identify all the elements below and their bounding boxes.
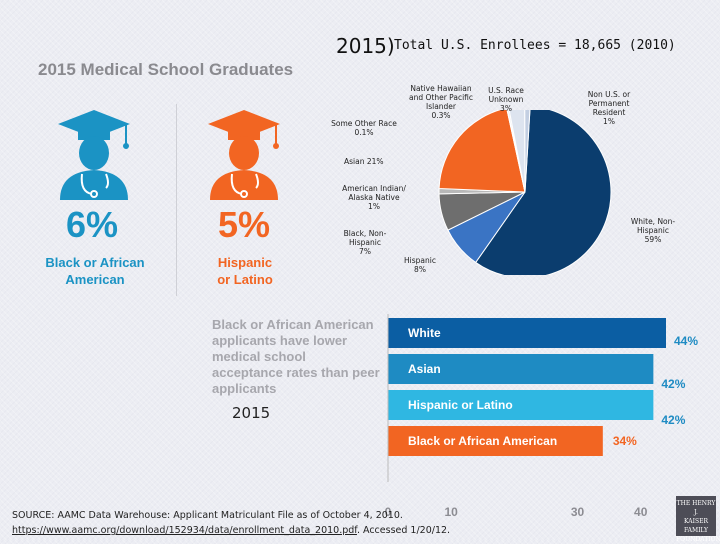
hispanic-label-line2: or Latino: [217, 272, 273, 287]
logo-line1: THE HENRY J.: [676, 500, 716, 516]
logo-line2: KAISER: [684, 518, 708, 525]
pie-slice-7: [508, 110, 526, 193]
black-graduates-label: Black or African American: [30, 254, 160, 288]
acceptance-callout: Black or African American applicants hav…: [212, 317, 380, 396]
bar-tick-label: 10: [445, 505, 459, 519]
hispanic-graduates-label: Hispanic or Latino: [190, 254, 300, 288]
bar-category-label: Black or African American: [408, 434, 557, 448]
pie-label-pacific-islander: Native Hawaiian and Other Pacific Island…: [408, 84, 473, 120]
source-accessed: . Accessed 1/20/12.: [356, 525, 451, 536]
bar-0: [388, 318, 666, 348]
black-label-line2: American: [65, 272, 125, 287]
enrollees-pie-chart: [438, 110, 612, 275]
black-label-line1: Black or African: [45, 255, 145, 270]
pie-label-white: White, Non-Hispanic 59%: [630, 217, 676, 244]
hispanic-label-line1: Hispanic: [217, 255, 273, 270]
bar-3: [388, 426, 603, 456]
bar-category-label: Hispanic or Latino: [408, 398, 513, 412]
logo-line3: FAMILY: [683, 527, 709, 534]
pie-label-some-other: Some Other Race 0.1%: [331, 119, 397, 137]
acceptance-bar-chart: White 44% Asian 42% Hispanic or Latino 42% Bla…: [385, 314, 698, 519]
year-label: 2015: [232, 404, 271, 422]
bar-value-label: 34%: [613, 434, 637, 448]
bar-2: [388, 390, 654, 420]
bar-1: [388, 354, 654, 384]
pie-slice-0: [474, 110, 612, 275]
bar-value-label: 42%: [661, 413, 685, 427]
graduate-black-icon: [58, 110, 130, 200]
source-note: SOURCE: AAMC Data Warehouse: Applicant M…: [12, 508, 450, 538]
bar-category-label: White: [408, 326, 441, 340]
hispanic-graduates-percent: 5%: [218, 204, 271, 245]
bar-category-label: Asian: [408, 362, 441, 376]
pie-label-race-unknown: U.S. Race Unknown 3%: [488, 86, 524, 113]
bar-tick-label: 40: [634, 505, 648, 519]
graduates-heading: 2015 Medical School Graduates: [38, 60, 294, 79]
pie-label-black: Black, Non-Hispanic 7%: [343, 229, 387, 256]
section-divider: [176, 104, 177, 296]
chart-subtitle: Total U.S. Enrollees = 18,665 (2010): [394, 38, 676, 53]
pie-label-asian: Asian 21%: [344, 157, 384, 166]
bar-tick-label: 30: [571, 505, 585, 519]
pie-slice-8: [524, 110, 531, 193]
bar-value-label: 44%: [674, 334, 698, 348]
source-link[interactable]: https://www.aamc.org/download/152934/dat…: [12, 525, 357, 536]
black-graduates-percent: 6%: [66, 204, 119, 245]
source-line: SOURCE: AAMC Data Warehouse: Applicant M…: [12, 510, 403, 521]
bar-tick-label: 0: [385, 505, 392, 519]
pie-label-american-indian: American Indian/ Alaska Native 1%: [342, 184, 406, 211]
kff-logo: THE HENRY J. KAISER FAMILY FOUNDATION: [676, 496, 720, 543]
pie-label-non-us: Non U.S. or Permanent Resident 1%: [587, 90, 631, 126]
chart-title: 2015): [336, 34, 395, 58]
pie-label-hispanic: Hispanic 8%: [404, 256, 436, 274]
graduate-hispanic-icon: [208, 110, 280, 200]
pie-slice-4: [438, 110, 526, 193]
bar-value-label: 42%: [661, 377, 685, 391]
